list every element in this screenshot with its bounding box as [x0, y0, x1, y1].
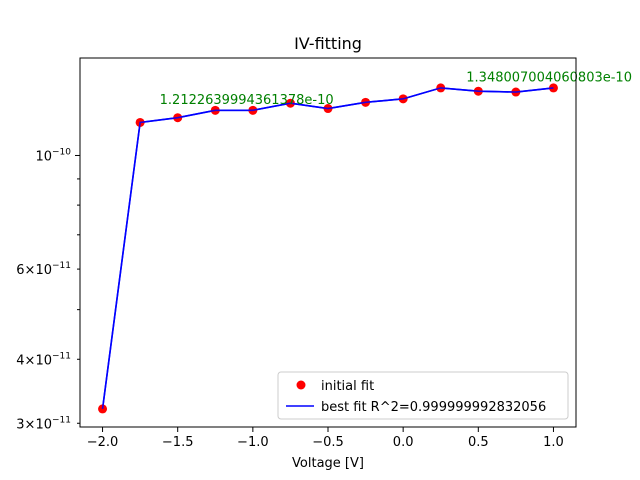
axes-layer: −2.0 −1.5 −1.0 −0.5 0.0 0.5 1.0 10−10 6×10−11 4×1… — [16, 147, 564, 450]
annotations-layer: 1.2122639994361378e-10 1.348007004060803e… — [160, 70, 632, 108]
legend: initial fit best fit R^2=0.99999999283205… — [277, 371, 569, 420]
x-axis-label: Voltage [V] — [292, 456, 364, 471]
annotation-label: 1.2122639994361378e-10 — [160, 93, 334, 108]
x-tick-label: −2.0 — [87, 435, 119, 450]
legend-label: initial fit — [321, 379, 374, 394]
x-tick-label: 1.0 — [543, 435, 564, 450]
y-tick-label: 3×10−11 — [16, 415, 71, 432]
marks-layer — [98, 83, 558, 414]
x-tick-label: 0.0 — [393, 435, 414, 450]
x-tick-label: −1.0 — [237, 435, 269, 450]
legend-marker — [296, 380, 306, 390]
y-tick-label: 4×10−11 — [16, 351, 71, 368]
legend-box — [277, 371, 569, 420]
annotation-label: 1.348007004060803e-10 — [466, 70, 632, 85]
x-tick-label: −1.5 — [162, 435, 194, 450]
x-tick-label: −0.5 — [312, 435, 344, 450]
plot-frame — [79, 57, 577, 428]
chart-title: IV-fitting — [294, 34, 362, 53]
series-line-overlay — [101, 87, 554, 410]
data-point — [548, 83, 558, 93]
x-tick-label: 0.5 — [468, 435, 489, 450]
y-tick-label: 6×10−11 — [16, 261, 71, 278]
legend-label: best fit R^2=0.999999992832056 — [321, 400, 546, 415]
y-tick-label: 10−10 — [35, 147, 71, 164]
